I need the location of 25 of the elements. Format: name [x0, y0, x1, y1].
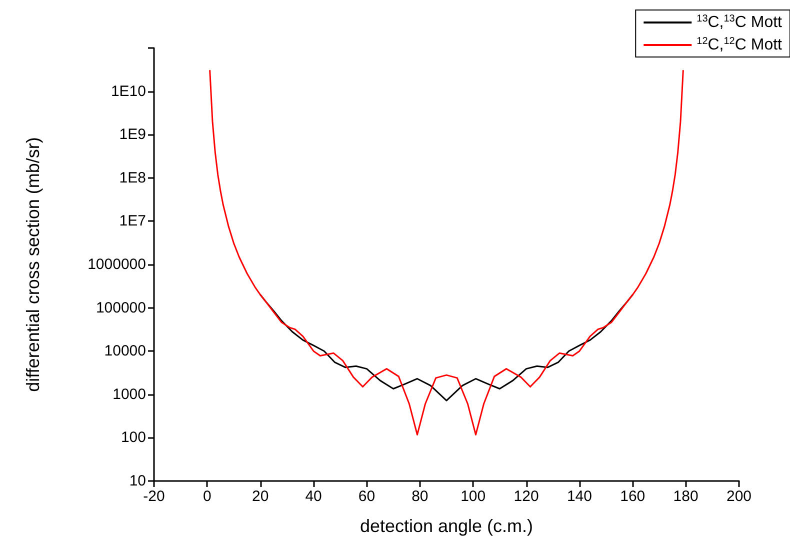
- x-tick-label: 160: [620, 488, 646, 505]
- y-tick-label: 10000: [104, 342, 146, 360]
- x-tick-label: 0: [203, 488, 212, 505]
- y-tick-label: 1000: [112, 386, 146, 403]
- y-tick-label: 100000: [96, 299, 146, 316]
- x-tick-label: 20: [252, 488, 269, 505]
- x-tick-label: 80: [412, 488, 428, 505]
- y-tick-label: 1E7: [119, 212, 146, 230]
- x-tick-label: 180: [673, 488, 698, 505]
- x-tick-label: -20: [143, 488, 165, 505]
- line-series: [209, 70, 684, 436]
- y-axis-title: differential cross section (mb/sr): [23, 137, 43, 392]
- x-tick-label: 140: [566, 488, 592, 505]
- y-tick-label: 1E10: [110, 82, 146, 100]
- y-tick-label: 1E9: [119, 126, 146, 144]
- x-tick-label: 40: [305, 488, 322, 505]
- x-tick-label: 200: [726, 488, 752, 505]
- y-tick-label: 1000000: [88, 256, 146, 273]
- y-tick-label: 100: [120, 429, 146, 446]
- y-tick-label: 10: [129, 472, 146, 490]
- x-tick-label: 100: [460, 488, 486, 505]
- x-tick-label: 60: [358, 488, 376, 505]
- y-tick-label: 1E8: [119, 169, 146, 186]
- x-tick-label: 120: [514, 488, 539, 505]
- x-axis-title: detection angle (c.m.): [360, 516, 534, 536]
